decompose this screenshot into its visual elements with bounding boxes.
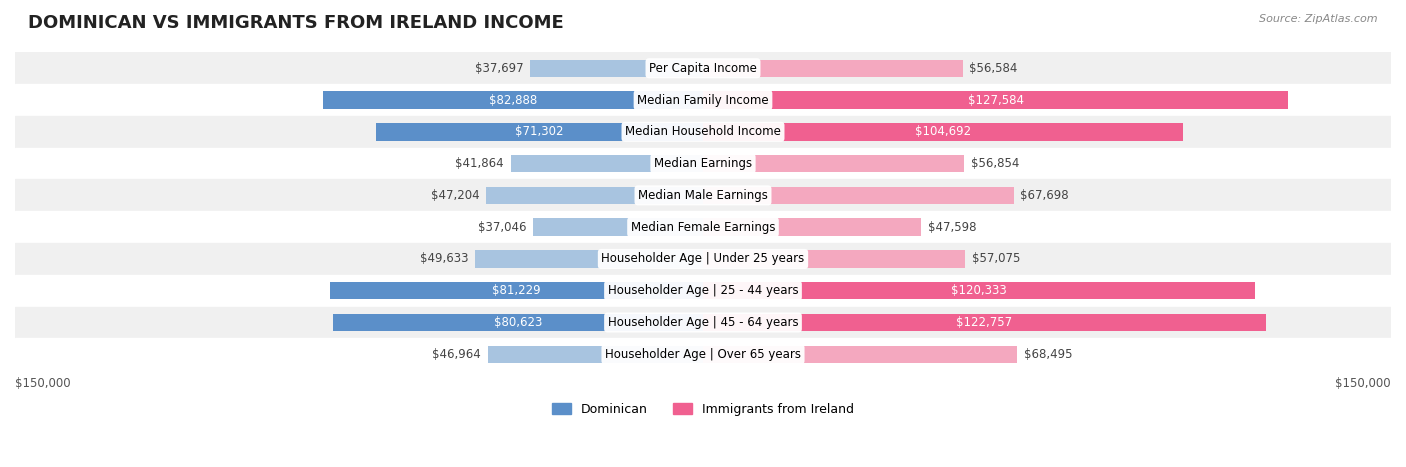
Bar bbox=[15, 243, 1391, 275]
Text: $68,495: $68,495 bbox=[1024, 348, 1073, 361]
Bar bbox=[530, 59, 703, 77]
Bar bbox=[15, 52, 1391, 84]
Bar bbox=[15, 148, 1391, 179]
Text: $46,964: $46,964 bbox=[432, 348, 481, 361]
Text: $47,598: $47,598 bbox=[928, 221, 977, 234]
Text: $80,623: $80,623 bbox=[494, 316, 543, 329]
Text: Householder Age | Over 65 years: Householder Age | Over 65 years bbox=[605, 348, 801, 361]
Bar bbox=[486, 187, 703, 204]
Text: $122,757: $122,757 bbox=[956, 316, 1012, 329]
Bar bbox=[323, 91, 703, 109]
Bar bbox=[703, 314, 1265, 331]
Text: $49,633: $49,633 bbox=[420, 253, 468, 265]
Text: Median Household Income: Median Household Income bbox=[626, 125, 780, 138]
Bar bbox=[703, 346, 1017, 363]
Text: $37,697: $37,697 bbox=[475, 62, 523, 75]
Bar bbox=[15, 307, 1391, 339]
Bar bbox=[15, 211, 1391, 243]
Bar bbox=[703, 123, 1184, 141]
Text: Householder Age | Under 25 years: Householder Age | Under 25 years bbox=[602, 253, 804, 265]
Text: Per Capita Income: Per Capita Income bbox=[650, 62, 756, 75]
Text: Median Family Income: Median Family Income bbox=[637, 93, 769, 106]
Bar bbox=[703, 250, 965, 268]
Bar bbox=[703, 155, 963, 172]
Text: $82,888: $82,888 bbox=[489, 93, 537, 106]
Text: $81,229: $81,229 bbox=[492, 284, 541, 297]
Bar bbox=[488, 346, 703, 363]
Text: Median Male Earnings: Median Male Earnings bbox=[638, 189, 768, 202]
Text: $120,333: $120,333 bbox=[950, 284, 1007, 297]
Bar bbox=[375, 123, 703, 141]
Text: $67,698: $67,698 bbox=[1021, 189, 1069, 202]
Text: $56,854: $56,854 bbox=[970, 157, 1019, 170]
Bar bbox=[333, 314, 703, 331]
Text: $71,302: $71,302 bbox=[515, 125, 564, 138]
Text: Median Earnings: Median Earnings bbox=[654, 157, 752, 170]
Bar bbox=[703, 219, 921, 236]
Bar bbox=[330, 282, 703, 299]
Text: $127,584: $127,584 bbox=[967, 93, 1024, 106]
Text: $47,204: $47,204 bbox=[432, 189, 479, 202]
Bar bbox=[15, 116, 1391, 148]
Bar bbox=[703, 187, 1014, 204]
Bar bbox=[15, 84, 1391, 116]
Text: DOMINICAN VS IMMIGRANTS FROM IRELAND INCOME: DOMINICAN VS IMMIGRANTS FROM IRELAND INC… bbox=[28, 14, 564, 32]
Legend: Dominican, Immigrants from Ireland: Dominican, Immigrants from Ireland bbox=[547, 398, 859, 421]
Text: $104,692: $104,692 bbox=[915, 125, 972, 138]
Bar bbox=[15, 339, 1391, 370]
Text: $56,584: $56,584 bbox=[969, 62, 1018, 75]
Bar bbox=[703, 59, 963, 77]
Text: $41,864: $41,864 bbox=[456, 157, 505, 170]
Bar bbox=[15, 275, 1391, 307]
Text: Median Female Earnings: Median Female Earnings bbox=[631, 221, 775, 234]
Text: $150,000: $150,000 bbox=[15, 376, 70, 389]
Text: Householder Age | 45 - 64 years: Householder Age | 45 - 64 years bbox=[607, 316, 799, 329]
Bar bbox=[703, 282, 1256, 299]
Text: $150,000: $150,000 bbox=[1336, 376, 1391, 389]
Bar bbox=[15, 179, 1391, 211]
Text: Source: ZipAtlas.com: Source: ZipAtlas.com bbox=[1260, 14, 1378, 24]
Text: Householder Age | 25 - 44 years: Householder Age | 25 - 44 years bbox=[607, 284, 799, 297]
Bar bbox=[703, 91, 1288, 109]
Text: $37,046: $37,046 bbox=[478, 221, 526, 234]
Bar bbox=[510, 155, 703, 172]
Text: $57,075: $57,075 bbox=[972, 253, 1019, 265]
Bar bbox=[475, 250, 703, 268]
Bar bbox=[533, 219, 703, 236]
